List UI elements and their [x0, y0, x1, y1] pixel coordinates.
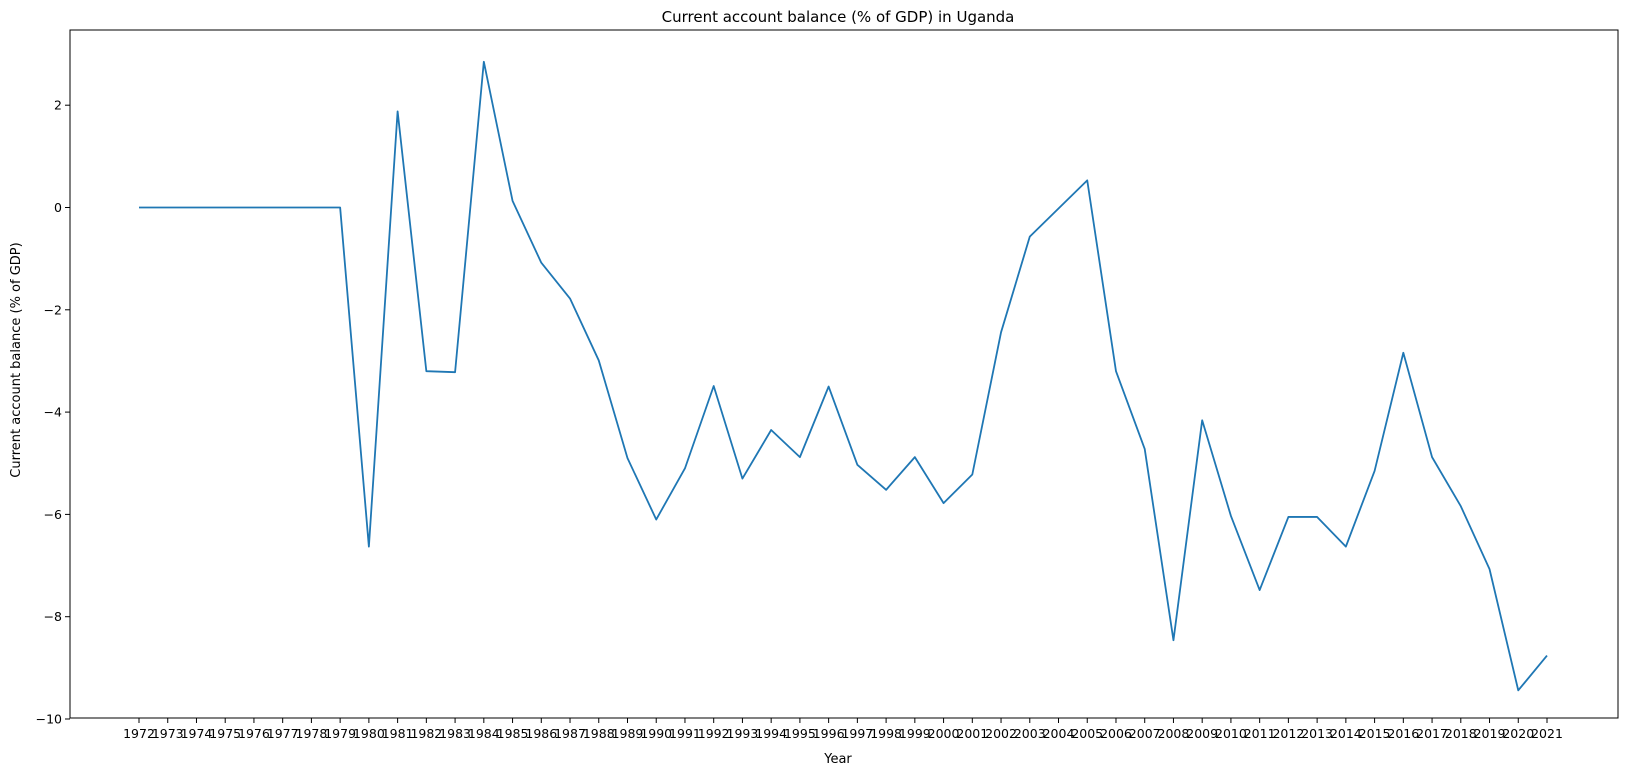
x-tick-label: 1992	[698, 726, 730, 741]
x-tick-label: 1978	[296, 726, 328, 741]
y-tick-label: −6	[44, 507, 62, 522]
x-tick-label: 1980	[353, 726, 385, 741]
x-tick-label: 1979	[324, 726, 356, 741]
x-tick-label: 1997	[841, 726, 873, 741]
x-tick-label: 1982	[410, 726, 442, 741]
x-tick-label: 1990	[640, 726, 672, 741]
x-tick-label: 1988	[583, 726, 615, 741]
plot-area: 20−2−4−6−8−10197219731974197519761977197…	[36, 29, 1619, 741]
x-tick-label: 1993	[727, 726, 759, 741]
x-tick-label: 1984	[468, 726, 500, 741]
y-tick-label: −2	[44, 302, 62, 317]
x-tick-label: 1999	[899, 726, 931, 741]
x-tick-label: 1991	[669, 726, 701, 741]
y-tick-label: −10	[36, 712, 62, 727]
x-tick-label: 2002	[985, 726, 1017, 741]
x-tick-label: 2015	[1359, 726, 1391, 741]
x-tick-label: 1994	[755, 726, 787, 741]
x-tick-label: 1972	[123, 726, 155, 741]
x-tick-label: 2004	[1043, 726, 1075, 741]
x-tick-label: 2013	[1301, 726, 1333, 741]
x-tick-label: 2009	[1186, 726, 1218, 741]
x-tick-label: 2001	[956, 726, 988, 741]
x-tick-label: 2007	[1129, 726, 1161, 741]
x-tick-label: 2000	[928, 726, 960, 741]
x-tick-label: 2005	[1071, 726, 1103, 741]
x-tick-label: 1974	[181, 726, 213, 741]
x-tick-label: 1986	[525, 726, 557, 741]
y-tick-label: 2	[54, 98, 62, 113]
x-tick-label: 1996	[813, 726, 845, 741]
x-tick-label: 2008	[1158, 726, 1190, 741]
x-tick-label: 1985	[497, 726, 529, 741]
x-tick-label: 1998	[870, 726, 902, 741]
x-tick-label: 2020	[1502, 726, 1534, 741]
x-tick-label: 1989	[612, 726, 644, 741]
x-tick-label: 2018	[1445, 726, 1477, 741]
x-tick-label: 2014	[1330, 726, 1362, 741]
y-tick-label: 0	[54, 200, 62, 215]
y-tick-label: −8	[44, 609, 62, 624]
x-tick-label: 2003	[1014, 726, 1046, 741]
x-tick-label: 1976	[238, 726, 270, 741]
y-axis-label: Current account balance (% of GDP)	[9, 242, 24, 477]
x-tick-label: 2021	[1531, 726, 1563, 741]
x-tick-label: 2006	[1100, 726, 1132, 741]
x-tick-label: 2010	[1215, 726, 1247, 741]
plot-frame	[69, 29, 1619, 719]
x-tick-label: 1981	[382, 726, 414, 741]
x-tick-label: 1973	[152, 726, 184, 741]
x-tick-label: 1975	[209, 726, 241, 741]
x-tick-label: 2011	[1244, 726, 1276, 741]
x-tick-label: 2019	[1474, 726, 1506, 741]
x-tick-label: 2012	[1272, 726, 1304, 741]
series-line	[139, 60, 1548, 692]
chart-title: Current account balance (% of GDP) in Ug…	[662, 8, 1015, 26]
x-tick-label: 1987	[554, 726, 586, 741]
y-tick-label: −4	[44, 405, 62, 420]
x-tick-label: 1983	[439, 726, 471, 741]
x-tick-label: 2017	[1416, 726, 1448, 741]
x-tick-label: 1995	[784, 726, 816, 741]
x-tick-label: 2016	[1387, 726, 1419, 741]
x-axis-label: Year	[823, 752, 852, 767]
x-tick-label: 1977	[267, 726, 299, 741]
